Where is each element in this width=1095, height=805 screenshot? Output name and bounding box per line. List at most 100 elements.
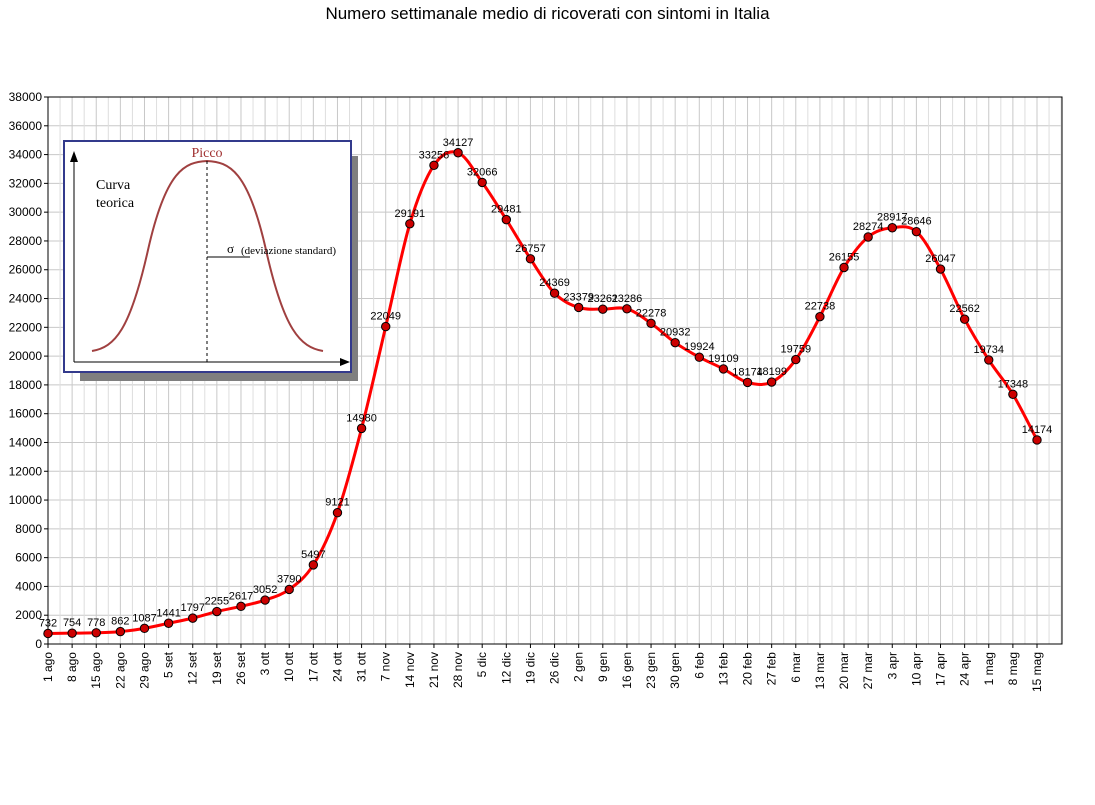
data-point	[766, 377, 777, 387]
data-point	[718, 364, 729, 374]
data-point	[43, 628, 53, 639]
data-point	[212, 606, 222, 617]
data-label: 33256	[419, 149, 450, 161]
data-label: 754	[63, 617, 81, 629]
data-point	[1032, 435, 1042, 445]
peak-label: Picco	[191, 146, 222, 161]
data-point	[694, 352, 704, 362]
y-tick-label: 26000	[9, 263, 43, 277]
data-label: 22049	[370, 311, 401, 323]
data-point	[742, 377, 753, 388]
y-tick-label: 30000	[9, 205, 43, 219]
data-point	[646, 318, 656, 329]
x-tick-label: 5 set	[162, 651, 176, 678]
data-point	[622, 304, 632, 314]
data-label: 23379	[563, 291, 594, 303]
x-tick-label: 15 ago	[89, 652, 103, 689]
y-tick-label: 20000	[9, 349, 43, 363]
y-tick-label: 16000	[9, 407, 43, 421]
curve-label-line1: Curva	[96, 178, 131, 193]
data-point	[1008, 389, 1018, 399]
x-tick-label: 24 apr	[958, 652, 972, 686]
data-label: 29481	[491, 204, 522, 216]
data-point	[429, 160, 439, 170]
data-label: 19734	[973, 344, 1004, 356]
x-tick-label: 16 gen	[620, 652, 634, 689]
data-point	[598, 304, 608, 314]
x-tick-label: 26 dic	[548, 652, 562, 684]
y-tick-label: 6000	[15, 551, 42, 565]
data-label: 23286	[612, 293, 643, 305]
data-label: 3052	[253, 584, 277, 596]
data-label: 862	[111, 616, 129, 628]
sigma-symbol: σ	[227, 241, 234, 256]
x-tick-label: 19 dic	[523, 652, 537, 684]
data-label: 28274	[853, 221, 884, 233]
x-tick-label: 22 ago	[113, 652, 127, 689]
data-label: 1441	[156, 607, 180, 619]
data-point	[887, 223, 897, 233]
data-point	[91, 628, 101, 638]
x-tick-label: 14 nov	[403, 652, 417, 688]
data-label: 34127	[443, 137, 474, 149]
data-label: 19109	[708, 353, 739, 365]
x-tick-label: 3 apr	[885, 652, 899, 679]
x-tick-label: 13 feb	[716, 652, 730, 686]
data-point	[284, 584, 294, 595]
sigma-label: (deviazione standard)	[241, 245, 336, 257]
data-label: 17348	[998, 378, 1029, 390]
x-tick-label: 27 feb	[765, 652, 779, 686]
x-tick-label: 10 ott	[282, 651, 296, 682]
y-tick-label: 36000	[9, 119, 43, 133]
data-label: 22562	[949, 303, 980, 315]
data-point	[670, 337, 680, 348]
y-tick-label: 2000	[15, 608, 42, 622]
x-tick-label: 1 mag	[982, 652, 996, 685]
theoretical-curve-inset: Picco Curva teorica σ (deviazione standa…	[63, 140, 358, 381]
data-label: 19924	[684, 341, 715, 353]
data-point	[356, 423, 367, 434]
x-tick-label: 13 mar	[813, 652, 827, 689]
inset-y-arrow-icon	[70, 151, 78, 162]
x-tick-label: 30 gen	[668, 652, 682, 689]
y-tick-label: 14000	[9, 435, 43, 449]
data-label: 732	[39, 617, 57, 629]
x-tick-label: 23 gen	[644, 652, 658, 689]
x-tick-label: 5 dic	[475, 652, 489, 677]
data-label: 24369	[539, 277, 570, 289]
x-tick-label: 7 nov	[379, 652, 393, 681]
y-tick-label: 12000	[9, 464, 43, 478]
x-tick-label: 21 nov	[427, 652, 441, 688]
x-tick-label: 8 mag	[1006, 652, 1020, 685]
x-tick-label: 6 mar	[789, 652, 803, 683]
data-label: 1087	[132, 612, 156, 624]
x-axis-ticks: 1 ago 8 ago 15 ago 22 ago 29 ago 5 set 12 set 1…	[41, 644, 1044, 692]
x-tick-label: 1 ago	[41, 652, 55, 682]
x-tick-label: 3 ott	[258, 651, 272, 675]
data-label: 32066	[467, 166, 498, 178]
y-tick-label: 4000	[15, 579, 42, 593]
data-label: 20932	[660, 327, 691, 339]
data-point	[139, 623, 150, 634]
data-label: 14174	[1022, 424, 1053, 436]
y-tick-label: 0	[35, 637, 42, 651]
data-label: 28917	[877, 212, 908, 224]
data-point	[549, 288, 560, 298]
data-point	[115, 626, 126, 637]
y-tick-label: 38000	[9, 90, 43, 104]
data-label: 26757	[515, 243, 546, 255]
x-tick-label: 26 set	[234, 651, 248, 684]
inset-x-arrow-icon	[340, 358, 350, 366]
x-tick-label: 28 nov	[451, 652, 465, 688]
y-tick-label: 28000	[9, 234, 43, 248]
data-point	[405, 219, 415, 229]
x-tick-label: 12 set	[186, 651, 200, 684]
data-point	[959, 314, 970, 324]
x-tick-label: 24 ott	[330, 651, 344, 682]
data-label: 18199	[756, 366, 787, 378]
data-point	[935, 264, 946, 274]
plot-frame	[47, 96, 1063, 645]
data-point	[260, 595, 270, 605]
data-label: 778	[87, 617, 105, 629]
data-point	[911, 226, 922, 237]
